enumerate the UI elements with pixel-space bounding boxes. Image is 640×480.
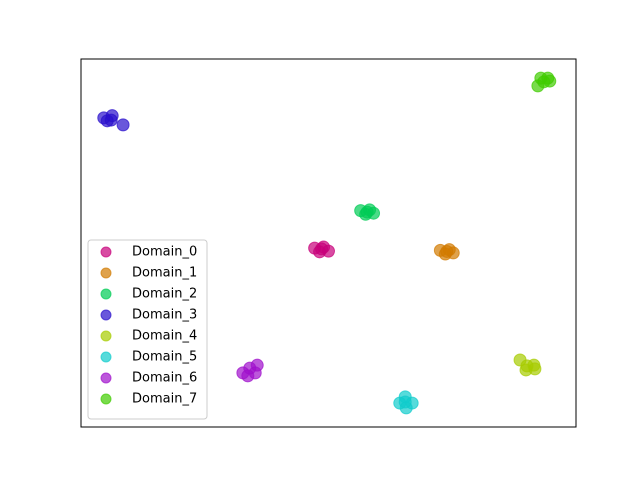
legend-box	[87, 239, 208, 420]
point	[440, 244, 454, 258]
legend-label: Domain_7	[132, 392, 197, 407]
point	[398, 395, 412, 409]
point	[537, 75, 551, 89]
legend-label: Domain_0	[132, 245, 197, 260]
point	[104, 113, 118, 127]
legend-label: Domain_6	[132, 371, 197, 386]
legend-marker	[100, 309, 112, 321]
legend-label: Domain_3	[132, 308, 197, 323]
legend-label: Domain_2	[132, 287, 197, 302]
legend-marker	[100, 246, 112, 258]
legend-label: Domain_5	[132, 350, 197, 365]
point	[250, 358, 264, 372]
point	[315, 242, 329, 256]
legend-marker	[100, 330, 112, 342]
legend-label: Domain_4	[132, 329, 197, 344]
point	[116, 118, 130, 132]
point	[360, 205, 374, 219]
legend-marker	[100, 267, 112, 279]
legend-marker	[100, 372, 112, 384]
legend-marker	[100, 351, 112, 363]
legend-marker	[100, 288, 112, 300]
legend-label: Domain_1	[132, 266, 197, 281]
legend-marker	[100, 393, 112, 405]
plot-frame	[80, 58, 577, 428]
point	[520, 359, 534, 373]
legend: Domain_0 Domain_1 Domain_2 Domain_3 Domain_4…	[87, 239, 208, 420]
